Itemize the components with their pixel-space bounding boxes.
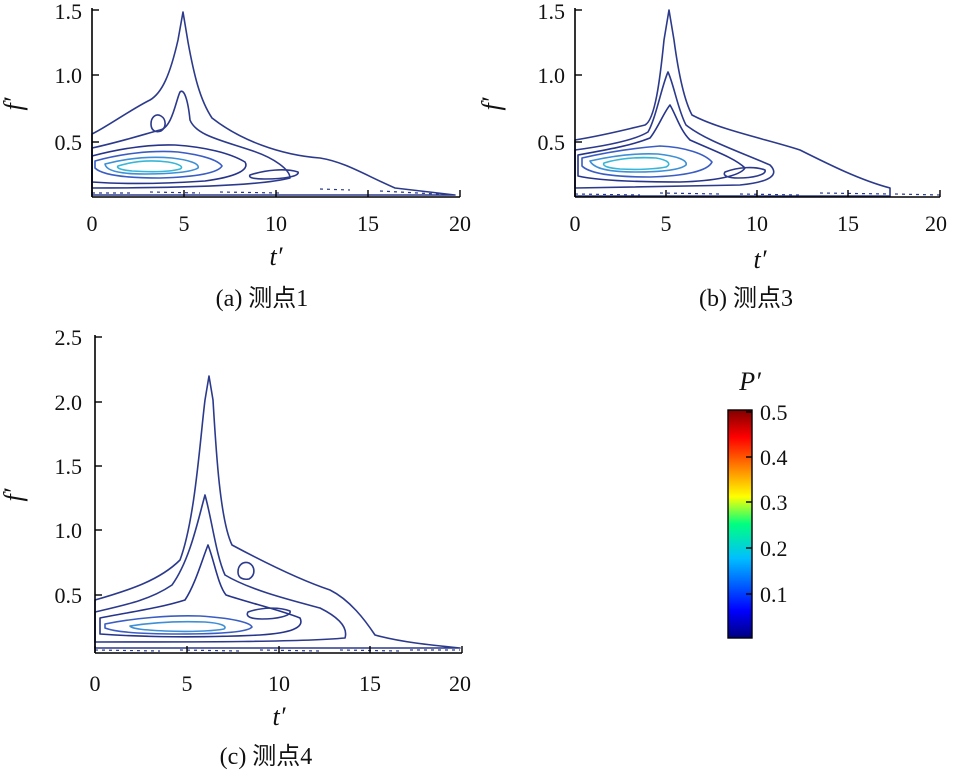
panel-c-xtick-4: 20	[449, 671, 471, 696]
panel-c-contours	[94, 375, 461, 652]
colorbar-tick-0: 0.5	[760, 400, 788, 425]
panel-c-axes	[94, 335, 463, 654]
panel-a-ylabel: f′	[0, 97, 28, 110]
panel-a-ytick-1: 1.0	[55, 63, 83, 88]
panel-c-ylabel: f′	[0, 488, 28, 501]
panel-c-xtick-3: 15	[359, 671, 381, 696]
panel-c-ytick-3: 2.0	[55, 390, 83, 415]
panel-c-xtick-0: 0	[90, 671, 101, 696]
panel-b-contour-4	[581, 145, 713, 178]
panel-a-contour-3	[91, 144, 247, 185]
panel-a-contour-4	[94, 150, 223, 179]
panel-b-xtick-3: 15	[837, 211, 859, 236]
panel-a-xtick-3: 15	[357, 211, 379, 236]
panel-c-contour-2	[94, 494, 347, 643]
panel-a-xtick-1: 5	[179, 211, 190, 236]
panel-b-ytick-0: 0.5	[538, 130, 566, 155]
panel-a-contour-1	[91, 11, 456, 196]
panel-b-noise	[574, 192, 941, 196]
panel-c-noise	[94, 649, 460, 652]
panel-a-contour-6	[116, 160, 183, 173]
panel-c-xtick-1: 5	[182, 671, 193, 696]
panel-a-island-1	[150, 114, 166, 133]
colorbar-tick-2: 0.3	[760, 490, 788, 515]
panel-a-contour-2	[91, 90, 291, 189]
panel-c-contour-4	[104, 615, 253, 635]
panel-b-xtick-1: 5	[661, 211, 672, 236]
panel-c-contour-6	[246, 607, 291, 620]
panel-a-caption: (a) 测点1	[216, 285, 309, 312]
panel-a-contours	[91, 11, 456, 196]
panel-c-island-1	[237, 561, 255, 581]
panel-b-contour-5	[589, 153, 687, 173]
panel-b-xtick-2: 10	[746, 211, 768, 236]
panel-b-ytick-2: 1.5	[538, 0, 566, 24]
panel-a-xtick-4: 20	[449, 211, 471, 236]
colorbar: P′ 0.5 0.4 0.3 0.2 0.1	[727, 367, 788, 639]
panel-c-xlabel: t′	[273, 702, 286, 731]
panel-c-xtick-2: 10	[268, 671, 290, 696]
panel-a-xtick-2: 10	[265, 211, 287, 236]
panel-a-ytick-0: 0.5	[55, 130, 83, 155]
panel-b-contour-7	[723, 166, 766, 179]
panel-b-contour-2	[574, 71, 775, 189]
panel-a-contour-5	[104, 156, 199, 175]
panel-b-ytick-1: 1.0	[538, 63, 566, 88]
panel-b-xtick-0: 0	[570, 211, 581, 236]
colorbar-title: P′	[738, 367, 761, 396]
panel-a-noise	[92, 188, 456, 196]
panel-b-ylabel: f′	[477, 97, 506, 110]
panel-c-contour-1	[94, 375, 461, 649]
panel-c-contour-3	[99, 544, 302, 638]
panel-c-ytick-1: 1.0	[55, 518, 83, 543]
panel-c-caption: (c) 测点4	[220, 743, 313, 770]
panel-b: 0 5 10 15 20 0.5 1.0 1.5 t′ f′ (b) 测点3	[477, 0, 947, 312]
panel-b-axes	[574, 8, 941, 198]
panel-b-contour-3	[577, 104, 746, 183]
panel-b-caption: (b) 测点3	[699, 285, 793, 312]
panel-a-axes	[91, 8, 461, 198]
panel-b-contour-6	[602, 156, 670, 171]
colorbar-gradient	[727, 409, 753, 639]
colorbar-tick-4: 0.1	[760, 582, 788, 607]
panel-a-ytick-2: 1.5	[55, 0, 83, 24]
panel-c-ytick-0: 0.5	[55, 583, 83, 608]
panel-c-ytick-4: 2.5	[55, 325, 83, 350]
panel-a-xtick-0: 0	[87, 211, 98, 236]
panel-b-xlabel: t′	[754, 245, 767, 274]
panel-b-contour-1	[574, 9, 891, 197]
panel-a-xlabel: t′	[270, 242, 283, 271]
panel-c-ytick-2: 1.5	[55, 454, 83, 479]
colorbar-tick-3: 0.2	[760, 536, 788, 561]
panel-c-contour-5	[129, 620, 226, 633]
panel-b-xtick-4: 20	[925, 211, 947, 236]
panel-c: 0 5 10 15 20 0.5 1.0 1.5 2.0 2.5 t′ f′ (…	[0, 325, 471, 770]
panel-a: 0 5 10 15 20 0.5 1.0 1.5 t′ f′ (a) 测点1	[0, 0, 471, 312]
panel-a-contour-7	[248, 169, 299, 180]
colorbar-tick-1: 0.4	[760, 445, 788, 470]
panel-b-contours	[574, 9, 941, 197]
